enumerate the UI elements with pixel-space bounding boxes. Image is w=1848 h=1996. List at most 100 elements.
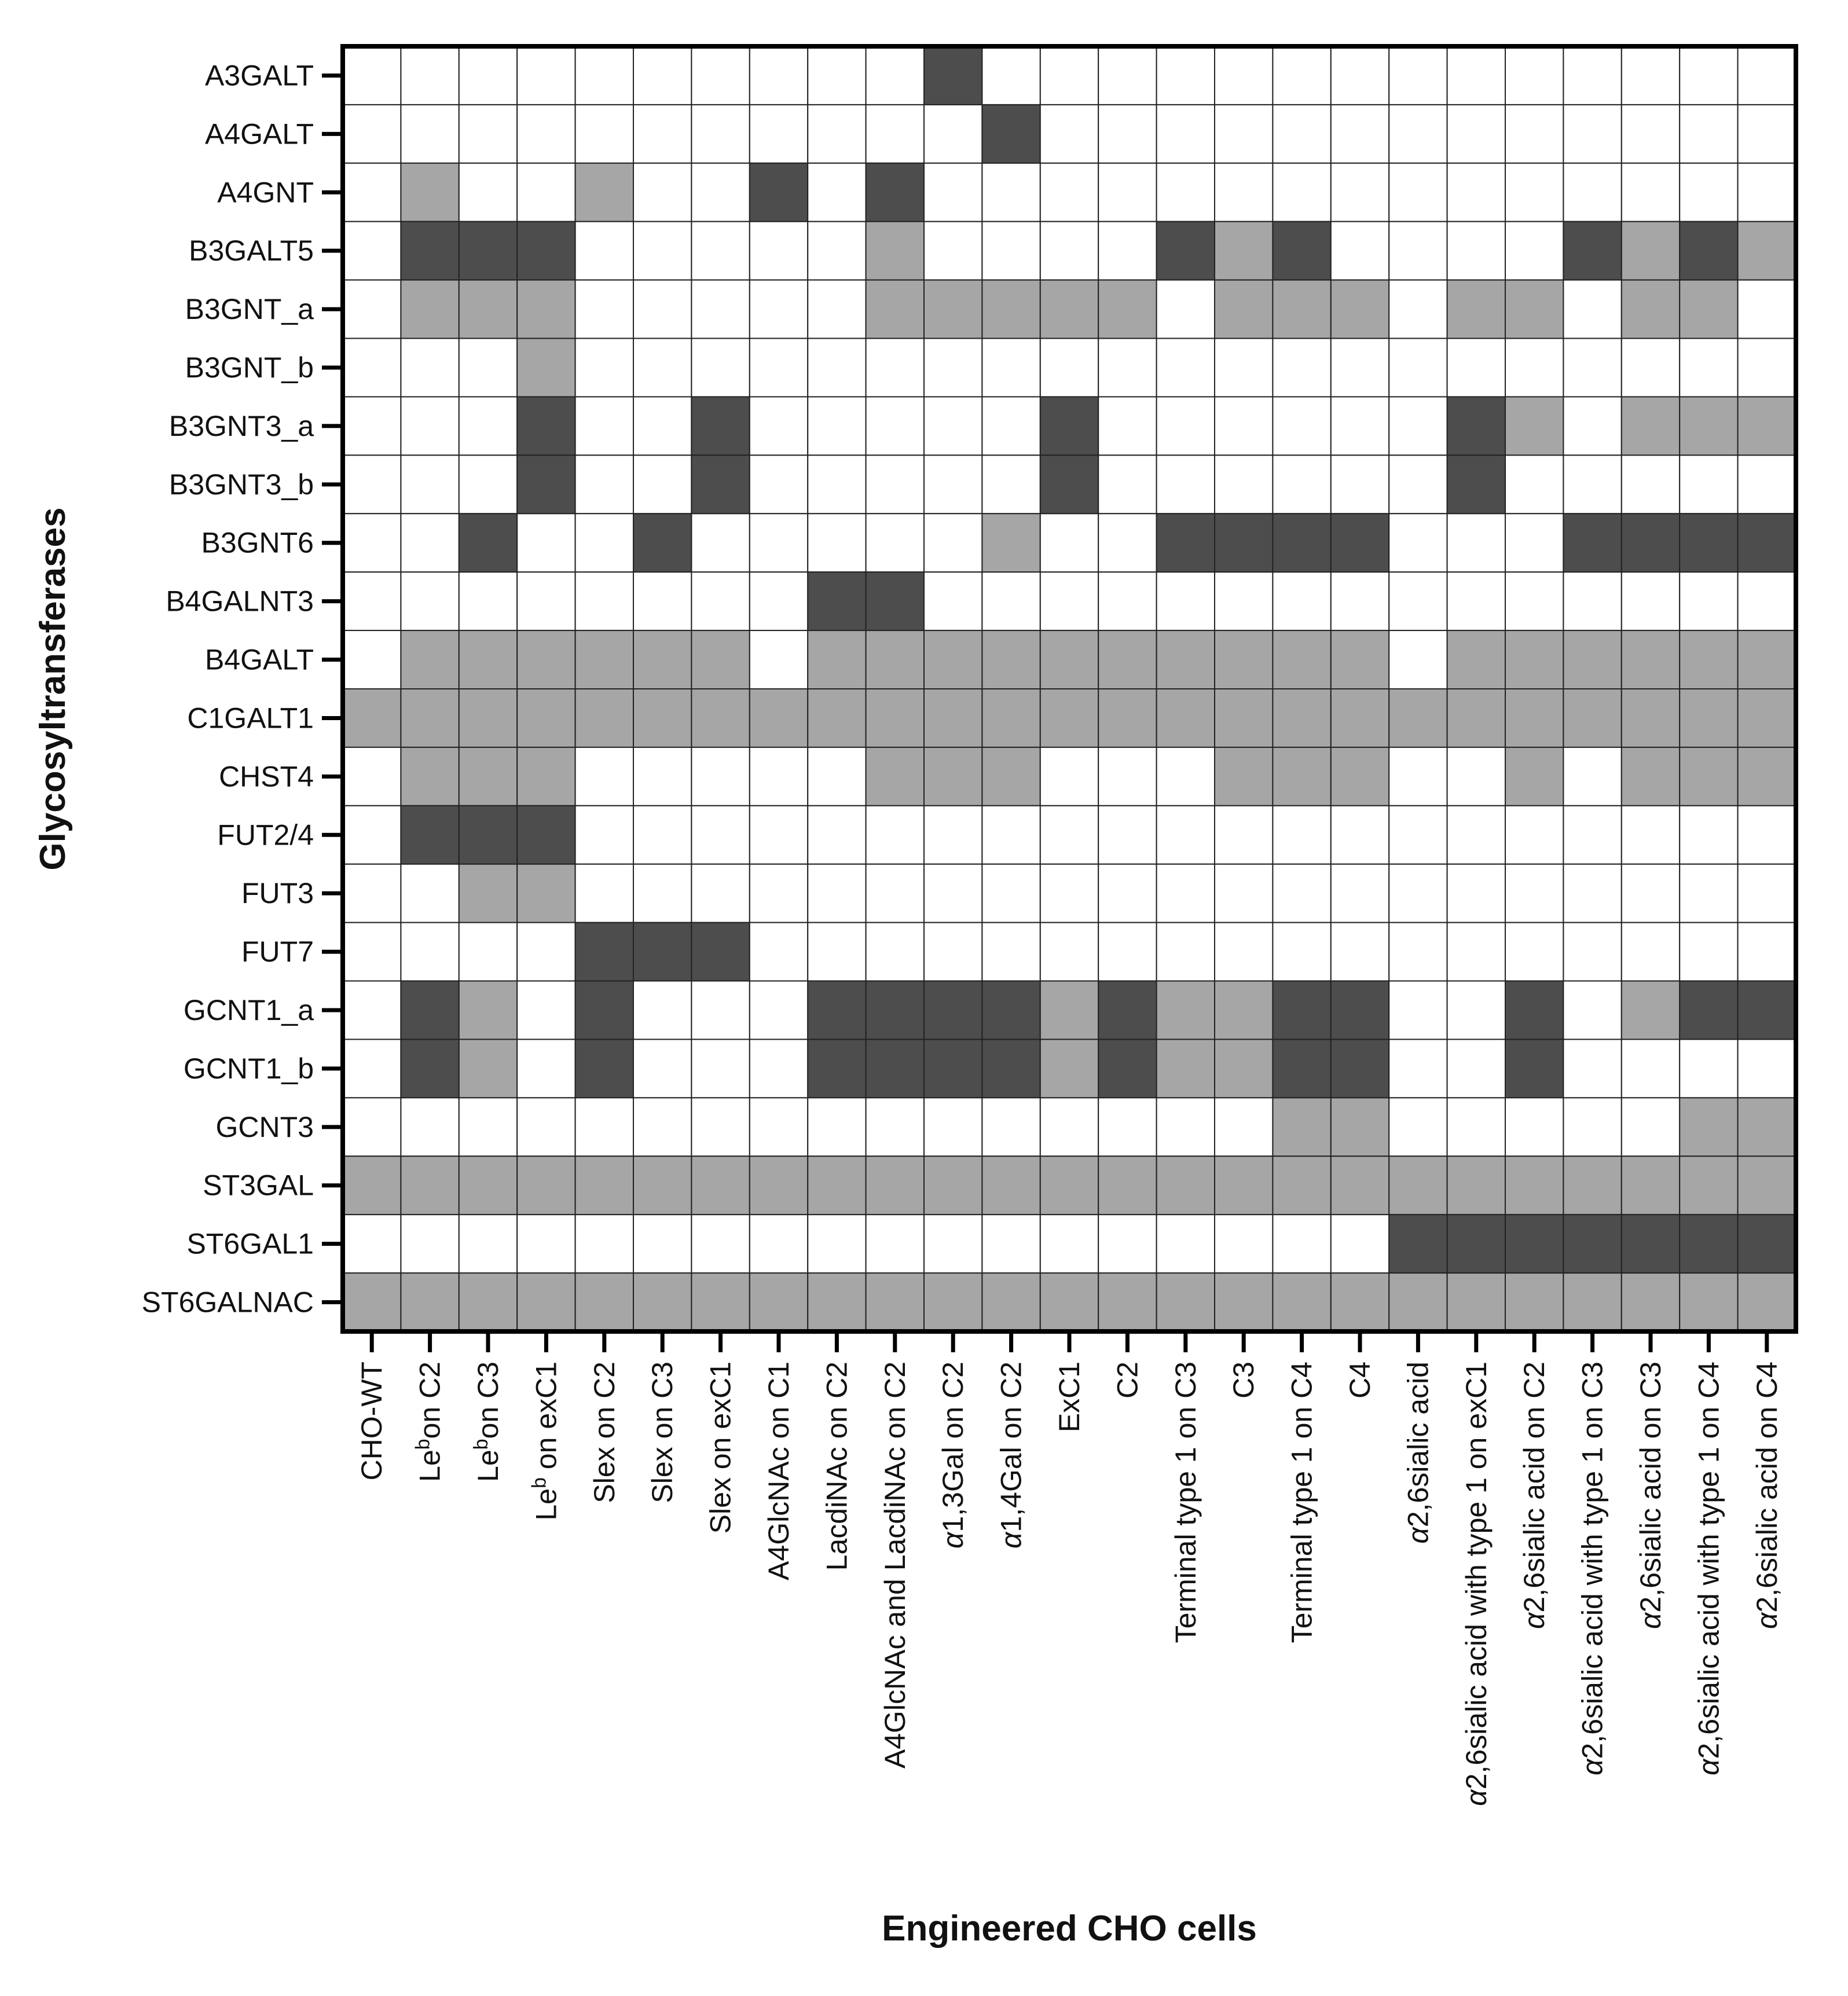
heatmap-cell: [807, 746, 867, 806]
heatmap-cell: [633, 279, 692, 339]
heatmap-cell: [1563, 571, 1622, 632]
heatmap-cell: [923, 571, 983, 632]
heatmap-cell: [981, 1039, 1041, 1099]
heatmap-cell: [691, 221, 750, 281]
heatmap-cell: [342, 1039, 402, 1099]
heatmap-cell: [1388, 513, 1448, 573]
heatmap-cell: [865, 1155, 925, 1216]
row-label: B4GALT: [205, 644, 314, 676]
heatmap-cell: [981, 1272, 1041, 1333]
heatmap-cell: [1214, 980, 1274, 1040]
heatmap-cell: [516, 863, 576, 923]
heatmap-cell: [749, 1214, 809, 1274]
heatmap-cell: [691, 805, 750, 865]
heatmap-cell: [1388, 980, 1448, 1040]
heatmap-cell: [865, 396, 925, 456]
heatmap-cell: [1563, 1039, 1622, 1099]
heatmap-cell: [691, 630, 750, 689]
heatmap-cell: [1679, 104, 1739, 164]
heatmap-cell: [1563, 337, 1622, 398]
heatmap-cell: [807, 1097, 867, 1157]
heatmap-cell: [516, 1272, 576, 1333]
row-label: B3GALT5: [189, 234, 314, 267]
heatmap-cell: [1446, 104, 1506, 164]
heatmap-cell: [458, 396, 518, 456]
heatmap-cell: [574, 513, 634, 573]
heatmap-cell: [342, 922, 402, 982]
heatmap-cell: [865, 805, 925, 865]
heatmap-cell: [342, 630, 402, 689]
heatmap-cell: [1039, 922, 1099, 982]
heatmap-cell: [400, 1039, 460, 1099]
heatmap-cell: [749, 630, 809, 689]
heatmap-cell: [981, 863, 1041, 923]
heatmap-cell: [1039, 980, 1099, 1040]
heatmap-cell: [1272, 1155, 1332, 1216]
heatmap-cell: [574, 104, 634, 164]
heatmap-cell: [691, 1155, 750, 1216]
heatmap-cell: [1563, 454, 1622, 515]
heatmap-cell: [1330, 1039, 1390, 1099]
heatmap-cell: [342, 162, 402, 222]
heatmap-cell: [400, 454, 460, 515]
heatmap-cell: [691, 396, 750, 456]
heatmap-cell: [691, 922, 750, 982]
heatmap-cell: [1446, 1097, 1506, 1157]
heatmap-cell: [1563, 980, 1622, 1040]
heatmap-cell: [749, 513, 809, 573]
heatmap-cell: [1039, 396, 1099, 456]
heatmap-cell: [865, 1039, 925, 1099]
heatmap-cell: [1330, 1214, 1390, 1274]
column-label: A4GlcNAc and LacdiNAc on C2: [879, 1362, 911, 1768]
heatmap-cell: [1156, 1214, 1215, 1274]
heatmap-cell: [1620, 396, 1681, 456]
heatmap-cell: [1039, 746, 1099, 806]
heatmap-cell: [981, 1155, 1041, 1216]
heatmap-cell: [1446, 1272, 1506, 1333]
heatmap-cell: [1505, 513, 1564, 573]
heatmap-cell: [458, 922, 518, 982]
heatmap-cell: [1737, 454, 1797, 515]
heatmap-cells: [342, 46, 1797, 1333]
heatmap-cell: [342, 1155, 402, 1216]
heatmap-cell: [1098, 805, 1157, 865]
column-label: Leb on exC1: [528, 1362, 562, 1521]
row-label: GCNT1_a: [184, 994, 314, 1026]
heatmap-cell: [1039, 630, 1099, 689]
heatmap-cell: [1098, 46, 1157, 105]
heatmap-cell: [691, 337, 750, 398]
heatmap-cell: [1272, 688, 1332, 748]
heatmap-cell: [516, 805, 576, 865]
heatmap-cell: [981, 46, 1041, 105]
heatmap-cell: [923, 980, 983, 1040]
heatmap-cell: [1098, 1039, 1157, 1099]
heatmap-cell: [1563, 922, 1622, 982]
heatmap-cell: [633, 922, 692, 982]
heatmap-cell: [1272, 746, 1332, 806]
heatmap-cell: [1039, 863, 1099, 923]
heatmap-cell: [1330, 980, 1390, 1040]
heatmap-cell: [1620, 454, 1681, 515]
heatmap-cell: [1039, 221, 1099, 281]
heatmap-cell: [516, 396, 576, 456]
heatmap-cell: [1330, 1155, 1390, 1216]
heatmap-cell: [1214, 630, 1274, 689]
heatmap-cell: [1679, 863, 1739, 923]
heatmap-cell: [1330, 337, 1390, 398]
heatmap-cell: [1214, 1272, 1274, 1333]
heatmap-cell: [1272, 980, 1332, 1040]
heatmap-cell: [458, 571, 518, 632]
heatmap-cell: [923, 1039, 983, 1099]
heatmap-cell: [1388, 104, 1448, 164]
heatmap-cell: [691, 454, 750, 515]
heatmap-cell: [1156, 922, 1215, 982]
heatmap-cell: [923, 1272, 983, 1333]
heatmap-cell: [400, 513, 460, 573]
heatmap-cell: [1505, 746, 1564, 806]
heatmap-cell: [516, 454, 576, 515]
heatmap-cell: [1156, 863, 1215, 923]
heatmap-cell: [458, 513, 518, 573]
heatmap-cell: [1388, 1155, 1448, 1216]
column-label: ExC1: [1053, 1362, 1086, 1432]
